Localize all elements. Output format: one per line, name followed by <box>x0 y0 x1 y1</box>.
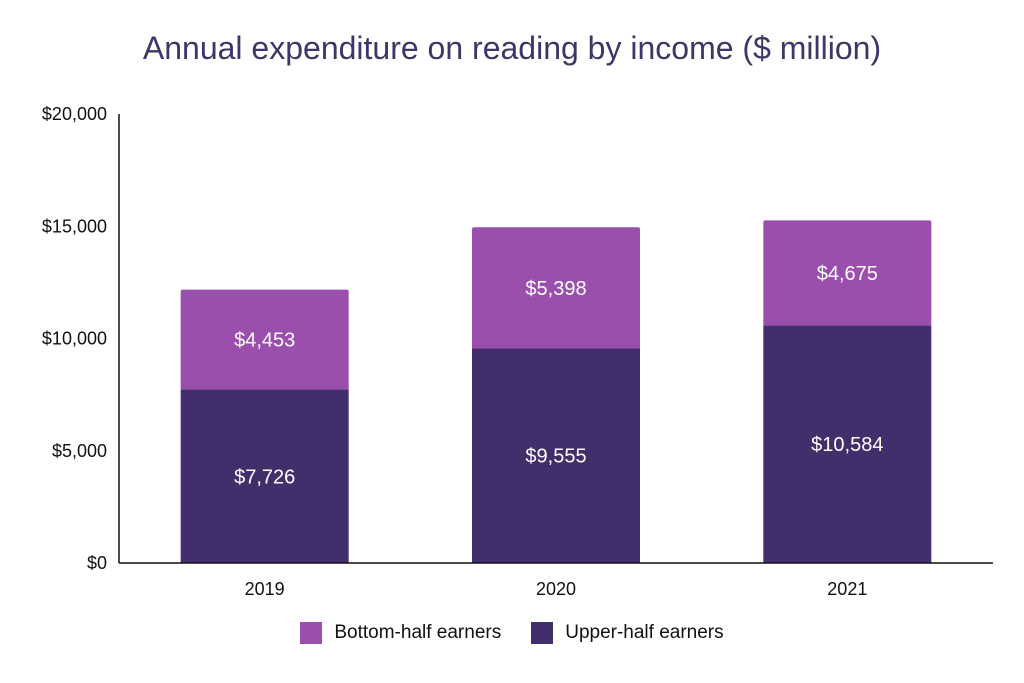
legend-label-upper-half: Upper-half earners <box>565 622 724 643</box>
bar-value-label: $5,398 <box>525 278 586 300</box>
bar-segment <box>180 289 349 390</box>
bar-segment <box>472 348 640 563</box>
legend-item-bottom-half: Bottom-half earners <box>300 622 501 644</box>
legend-swatch-upper-half <box>531 622 554 644</box>
bar-value-label: $10,584 <box>811 434 883 456</box>
legend-swatch-bottom-half <box>300 622 323 644</box>
y-tick-label: $10,000 <box>42 329 107 349</box>
bar-value-label: $7,726 <box>234 466 295 488</box>
bar-value-label: $9,555 <box>525 446 586 468</box>
y-tick-label: $0 <box>87 553 107 573</box>
bar-segment <box>180 389 349 563</box>
chart-title: Annual expenditure on reading by income … <box>142 30 882 66</box>
bar-segment <box>763 220 932 326</box>
y-tick-label: $15,000 <box>42 216 107 236</box>
bar-segment <box>763 325 932 563</box>
x-tick-label: 2021 <box>827 579 867 599</box>
x-tick-label: 2019 <box>245 579 285 599</box>
y-tick-label: $5,000 <box>52 441 107 461</box>
legend-label-bottom-half: Bottom-half earners <box>334 622 502 643</box>
bar-segment <box>472 227 640 349</box>
legend: Bottom-half earners Upper-half earners <box>0 622 1024 644</box>
y-tick-label: $20,000 <box>42 104 107 124</box>
legend-item-upper-half: Upper-half earners <box>531 622 724 644</box>
bar-value-label: $4,453 <box>234 330 295 352</box>
x-tick-label: 2020 <box>536 579 576 599</box>
bar-value-label: $4,675 <box>817 263 878 285</box>
